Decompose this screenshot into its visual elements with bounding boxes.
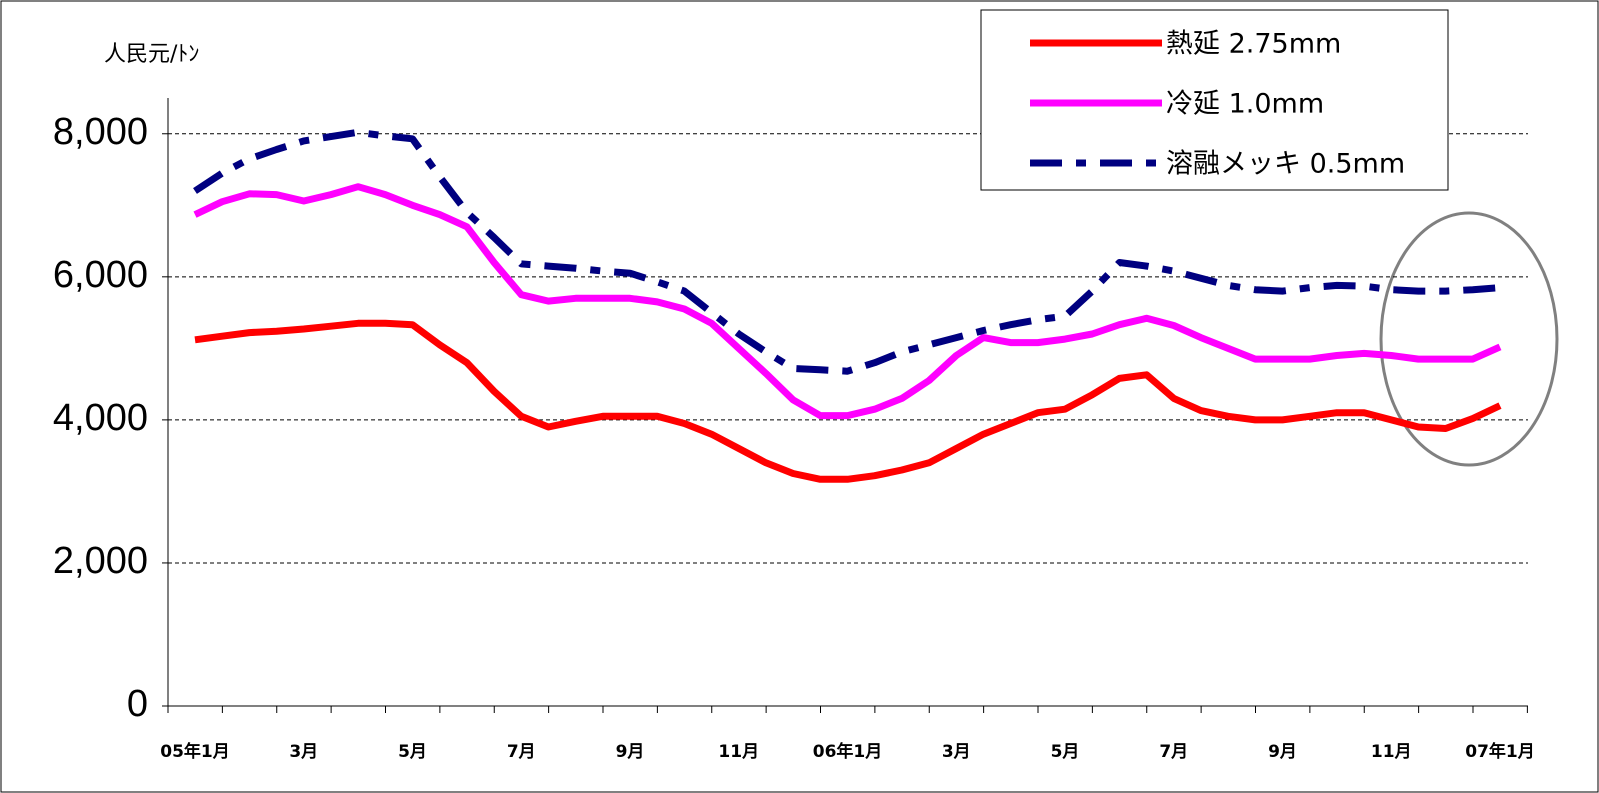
x-tick-label: 3月 [942,742,971,762]
x-tick-label: 05年1月 [160,741,230,762]
y-tick-label: 0 [127,683,148,725]
x-tick-label: 11月 [718,742,759,762]
y-tick-label: 8,000 [53,111,148,153]
x-tick-label: 7月 [1159,742,1188,762]
legend: 熱延 2.75mm 冷延 1.0mm 溶融メッキ 0.5mm [980,9,1449,191]
y-tick-label: 4,000 [53,397,148,439]
legend-label: 溶融メッキ 0.5mm [1166,149,1405,180]
x-tick-label: 3月 [289,742,318,762]
y-axis-label: 人民元/ﾄﾝ [104,42,199,67]
y-tick-label: 2,000 [53,540,148,582]
x-tick-label: 11月 [1371,742,1412,762]
x-tick-label: 9月 [1268,742,1297,762]
x-tick-label: 9月 [616,742,645,762]
x-tick-label: 5月 [1051,742,1080,762]
x-tick-label: 06年1月 [813,741,883,762]
y-tick-label: 6,000 [53,254,148,296]
series-line [193,128,1501,375]
legend-label: 熱延 2.75mm [1166,29,1341,60]
x-tick-label: 07年1月 [1465,741,1535,762]
highlight-ellipse [1379,211,1559,467]
series-line [194,319,1502,483]
x-tick-label: 5月 [398,742,427,762]
series-line [193,183,1502,420]
x-tick-label: 7月 [507,742,536,762]
legend-label: 冷延 1.0mm [1166,89,1324,120]
